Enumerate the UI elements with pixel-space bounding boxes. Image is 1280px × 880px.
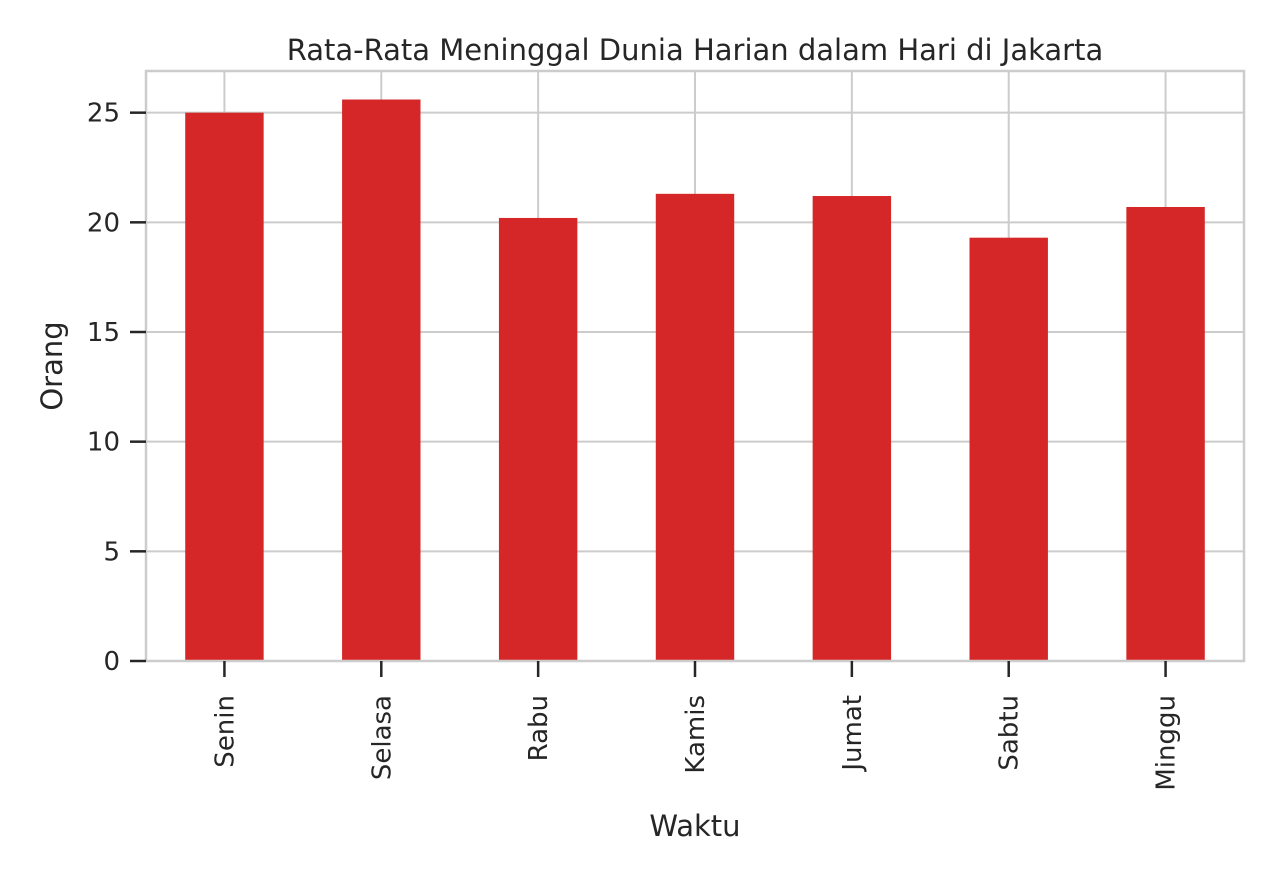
bar-rabu <box>498 217 578 662</box>
x-tick-label: Senin <box>210 695 240 768</box>
bar-senin <box>185 112 264 662</box>
x-tick-label: Kamis <box>681 695 711 774</box>
y-tick-label: 0 <box>103 647 120 677</box>
y-tick-label: 20 <box>87 208 120 238</box>
x-axis-ticks: Senin Selasa Rabu Kamis Jumat Sabtu Minggu <box>210 661 1182 791</box>
y-tick-label: 25 <box>87 99 120 129</box>
x-tick-label: Rabu <box>524 695 554 761</box>
x-tick-label: Selasa <box>367 695 397 780</box>
bar-kamis <box>655 193 735 662</box>
bars <box>185 99 1205 662</box>
y-tick-label: 5 <box>103 537 120 567</box>
x-tick-label: Jumat <box>838 695 868 773</box>
x-axis-label: Waktu <box>649 809 740 843</box>
bar-minggu <box>1126 206 1205 662</box>
x-tick-label: Sabtu <box>995 695 1025 771</box>
chart-title: Rata-Rata Meninggal Dunia Harian dalam H… <box>287 33 1104 67</box>
bar-sabtu <box>969 237 1048 661</box>
y-axis-ticks: 0 5 10 15 20 25 <box>87 99 146 677</box>
bar-jumat <box>812 196 892 661</box>
y-tick-label: 10 <box>87 428 120 458</box>
y-axis-label: Orang <box>35 321 69 410</box>
bar-selasa <box>342 99 421 662</box>
y-tick-label: 15 <box>87 318 120 348</box>
x-tick-label: Minggu <box>1152 695 1182 791</box>
